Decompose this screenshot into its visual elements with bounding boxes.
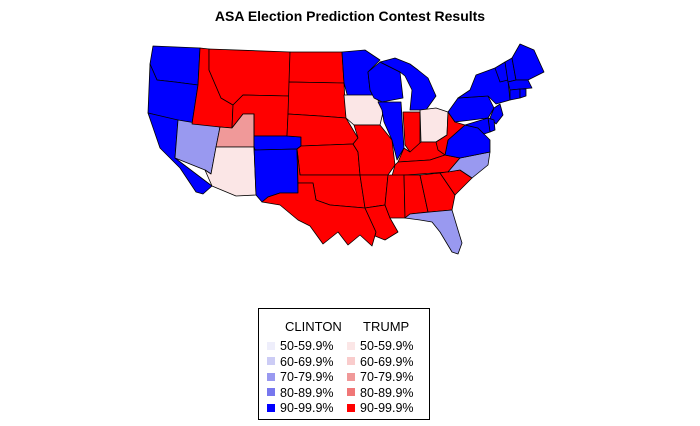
legend-trump-item: 50-59.9% xyxy=(347,339,414,354)
state-ar xyxy=(359,174,389,209)
legend-swatch xyxy=(267,388,275,397)
legend-clinton-item: 60-69.9% xyxy=(267,355,334,370)
legend-swatch xyxy=(267,372,275,381)
legend-swatch xyxy=(267,403,275,412)
legend-swatch xyxy=(267,341,275,350)
state-md xyxy=(464,117,491,135)
legend-trump-item: 70-79.9% xyxy=(347,370,414,385)
legend-clinton-item: 90-99.9% xyxy=(267,401,334,416)
legend-label: 60-69.9% xyxy=(280,354,334,369)
state-mi xyxy=(379,57,437,111)
legend-label: 70-79.9% xyxy=(360,370,414,384)
state-me xyxy=(511,43,545,81)
legend-label: 60-69.9% xyxy=(360,354,414,369)
legend-clinton-item: 50-59.9% xyxy=(267,339,334,354)
legend-swatch xyxy=(347,388,355,397)
us-map xyxy=(147,43,545,255)
state-sd xyxy=(287,81,347,119)
state-nj xyxy=(489,103,504,125)
legend-swatch xyxy=(347,341,355,350)
legend-swatch xyxy=(347,357,355,366)
legend-swatch xyxy=(347,403,355,412)
state-ct xyxy=(509,88,521,101)
legend-swatch xyxy=(347,372,355,381)
state-ks xyxy=(296,143,361,176)
legend-label: 50-59.9% xyxy=(360,339,414,353)
state-il xyxy=(377,101,405,161)
state-ms xyxy=(384,174,406,219)
state-wa xyxy=(149,45,201,86)
map-title: ASA Election Prediction Contest Results xyxy=(214,8,486,24)
state-ma xyxy=(507,79,533,91)
legend-trump-item: 80-89.9% xyxy=(347,386,414,401)
legend-trump-header: TRUMP xyxy=(363,319,410,334)
legend-label: 90-99.9% xyxy=(360,401,414,415)
legend-label: 50-59.9% xyxy=(280,339,334,353)
legend-clinton-header: CLINTON xyxy=(285,319,342,334)
legend-clinton-item: 80-89.9% xyxy=(267,386,334,401)
legend-label: 80-89.9% xyxy=(280,385,334,400)
legend-clinton-item: 70-79.9% xyxy=(267,370,334,385)
legend-swatch xyxy=(267,357,275,366)
state-ri xyxy=(519,88,527,99)
state-fl xyxy=(404,209,463,255)
legend-trump-item: 90-99.9% xyxy=(347,401,414,416)
legend-trump-item: 60-69.9% xyxy=(347,355,414,370)
state-nd xyxy=(288,51,345,84)
map-legend: CLINTON TRUMP 50-59.9% 60-69.9% 70-79.9% 80… xyxy=(258,308,430,420)
legend-label: 70-79.9% xyxy=(280,370,334,384)
legend-label: 90-99.9% xyxy=(280,401,334,415)
legend-label: 80-89.9% xyxy=(360,385,414,400)
state-tx xyxy=(261,182,377,247)
